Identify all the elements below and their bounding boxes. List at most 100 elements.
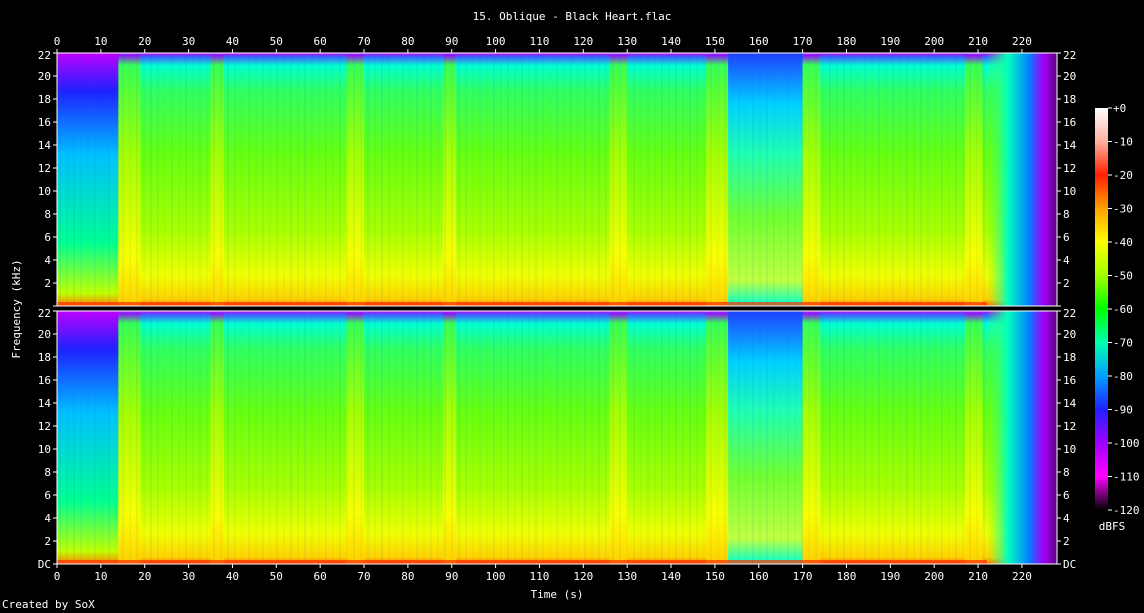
channel-1-plot <box>56 52 1058 307</box>
y-tick-label-right: 18 <box>1063 93 1076 106</box>
x-tick-label-top: 210 <box>968 35 988 48</box>
x-tick-label-bottom: 10 <box>94 570 107 583</box>
y-tick-label-right: 4 <box>1063 512 1070 525</box>
x-tick-label-bottom: 120 <box>573 570 593 583</box>
y-tick-label-left: 22 <box>38 307 51 320</box>
intro-region <box>57 53 119 306</box>
y-tick-label-left: 14 <box>38 397 52 410</box>
y-tick-label-right: 10 <box>1063 185 1076 198</box>
x-axis-top: 0 10 20 30 40 50 60 70 80 90 100 110 120 130 140 150 160… <box>54 35 1032 53</box>
x-tick-label-top: 140 <box>661 35 681 48</box>
y-tick-label-right: 6 <box>1063 231 1070 244</box>
colorbar-tick-label: -30 <box>1113 203 1133 216</box>
colorbar-tick-label: +0 <box>1113 102 1126 115</box>
bright-segment <box>609 55 628 306</box>
footer-credit: Created by SoX <box>2 598 95 611</box>
colorbar-tick-label: -110 <box>1113 471 1140 484</box>
colorbar-tick-label: -70 <box>1113 337 1133 350</box>
x-tick-label-bottom: 190 <box>880 570 900 583</box>
x-tick-label-top: 10 <box>94 35 107 48</box>
y-tick-label-right: 16 <box>1063 116 1076 129</box>
y-tick-label-left: DC <box>38 558 51 571</box>
x-tick-label-top: 190 <box>880 35 900 48</box>
x-tick-label-bottom: 0 <box>54 570 61 583</box>
y-tick-label-left: 18 <box>38 351 51 364</box>
x-tick-label-top: 80 <box>401 35 414 48</box>
y-tick-label-left: 4 <box>44 254 51 267</box>
x-tick-label-top: 150 <box>705 35 725 48</box>
bright-segment <box>706 313 729 564</box>
colorbar-tick-label: -10 <box>1113 136 1133 149</box>
y-tick-label-right: 4 <box>1063 254 1070 267</box>
colorbar-tick-label: -120 <box>1113 504 1140 517</box>
fade-out-region <box>986 53 1057 306</box>
x-tick-label-bottom: 140 <box>661 570 681 583</box>
y-tick-label-left: 2 <box>44 277 51 290</box>
y-tick-label-right: 22 <box>1063 307 1076 320</box>
quiet-region <box>728 311 803 564</box>
x-tick-label-bottom: 30 <box>182 570 195 583</box>
bright-segment <box>346 55 365 306</box>
x-tick-label-bottom: 160 <box>749 570 769 583</box>
x-tick-label-bottom: 80 <box>401 570 414 583</box>
y-tick-label-right: 6 <box>1063 489 1070 502</box>
fade-out-region <box>986 311 1057 564</box>
y-tick-label-left: 6 <box>44 489 51 502</box>
x-tick-label-bottom: 180 <box>837 570 857 583</box>
y-tick-label-left: 16 <box>38 116 51 129</box>
y-tick-label-left: 6 <box>44 231 51 244</box>
y-tick-label-left: 8 <box>44 208 51 221</box>
x-tick-label-top: 40 <box>226 35 239 48</box>
x-tick-label-bottom: 90 <box>445 570 458 583</box>
x-tick-label-top: 110 <box>530 35 550 48</box>
colorbar-tick-label: -20 <box>1113 169 1133 182</box>
x-tick-label-top: 60 <box>314 35 327 48</box>
bright-segment <box>609 313 628 564</box>
y-tick-label-right: 16 <box>1063 374 1076 387</box>
x-tick-label-bottom: 150 <box>705 570 725 583</box>
bright-segment <box>210 55 224 306</box>
x-tick-label-bottom: 50 <box>270 570 283 583</box>
colorbar-tick-label: -100 <box>1113 437 1140 450</box>
x-tick-label-top: 180 <box>837 35 857 48</box>
x-tick-label-bottom: 20 <box>138 570 151 583</box>
x-axis-label: Time (s) <box>531 588 584 601</box>
x-tick-label-top: 20 <box>138 35 151 48</box>
y-tick-label-left: 12 <box>38 162 51 175</box>
bright-segment <box>346 313 365 564</box>
channel-2-plot <box>56 310 1058 565</box>
y-tick-label-left: 4 <box>44 512 51 525</box>
y-tick-label-right: 8 <box>1063 208 1070 221</box>
colorbar-tick-label: -60 <box>1113 303 1133 316</box>
chart-title: 15. Oblique - Black Heart.flac <box>473 10 672 23</box>
x-tick-label-bottom: 70 <box>357 570 370 583</box>
bright-segment <box>442 313 457 564</box>
y-tick-label-right: DC <box>1063 558 1076 571</box>
y-tick-label-left: 18 <box>38 93 51 106</box>
x-tick-label-top: 160 <box>749 35 769 48</box>
colorbar-label: dBFS <box>1099 520 1126 533</box>
y-tick-label-right: 10 <box>1063 443 1076 456</box>
y-tick-label-right: 12 <box>1063 162 1076 175</box>
x-tick-label-bottom: 220 <box>1012 570 1032 583</box>
y-tick-label-right: 22 <box>1063 49 1076 62</box>
bright-segment <box>442 55 457 306</box>
y-tick-label-right: 8 <box>1063 466 1070 479</box>
y-tick-label-right: 2 <box>1063 535 1070 548</box>
x-tick-label-top: 70 <box>357 35 370 48</box>
bright-segment <box>802 313 821 564</box>
intro-region <box>57 311 119 564</box>
y-axis-label: Frequency (kHz) <box>10 259 23 358</box>
y-tick-label-right: 12 <box>1063 420 1076 433</box>
quiet-region <box>728 53 803 306</box>
x-tick-label-bottom: 170 <box>793 570 813 583</box>
x-tick-label-bottom: 130 <box>617 570 637 583</box>
x-tick-label-top: 170 <box>793 35 813 48</box>
y-tick-label-left: 16 <box>38 374 51 387</box>
bright-segment <box>802 55 821 306</box>
x-tick-label-top: 50 <box>270 35 283 48</box>
x-tick-label-bottom: 60 <box>314 570 327 583</box>
y-tick-label-left: 10 <box>38 443 51 456</box>
y-tick-label-left: 20 <box>38 70 51 83</box>
x-tick-label-top: 0 <box>54 35 61 48</box>
